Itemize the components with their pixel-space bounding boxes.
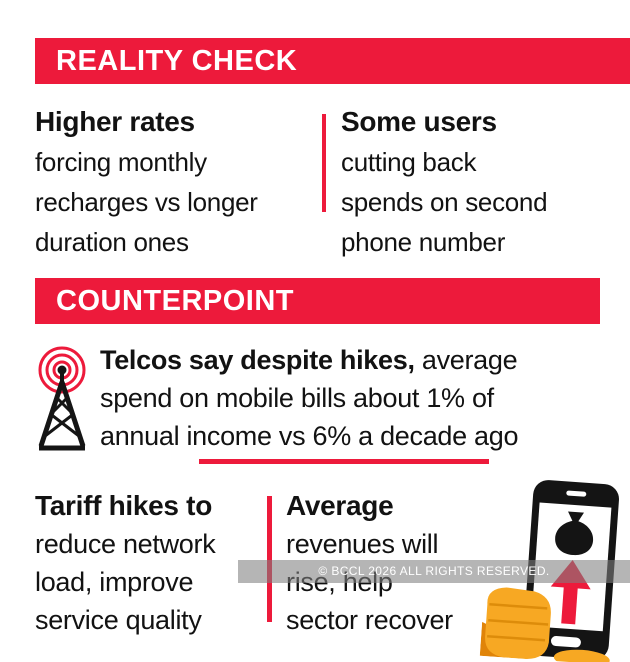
some-users-line: phone number [341, 227, 506, 257]
counterpoint-lead-rest: average [414, 345, 518, 375]
higher-rates-line: forcing monthly [35, 147, 207, 177]
counterpoint-line: annual income vs 6% a decade ago [100, 421, 519, 451]
red-underline [199, 459, 489, 464]
tariff-hikes-line: reduce network [35, 529, 216, 559]
tariff-hikes-block: Tariff hikes to reduce network load, imp… [35, 487, 271, 639]
vertical-divider [322, 114, 326, 212]
some-users-line: cutting back [341, 147, 477, 177]
tariff-hikes-heading: Tariff hikes to [35, 490, 213, 521]
some-users-line: spends on second [341, 187, 548, 217]
counterpoint-title: COUNTERPOINT [56, 285, 294, 317]
counterpoint-lead-bold: Telcos say despite hikes, [100, 345, 415, 375]
tariff-hikes-line: load, improve [35, 567, 194, 597]
higher-rates-heading: Higher rates [35, 106, 195, 137]
reality-check-title: REALITY CHECK [56, 45, 298, 77]
counterpoint-line: Telcos say despite hikes, average [100, 341, 610, 379]
copyright-watermark: © BCCL 2026 ALL RIGHTS RESERVED. [238, 560, 630, 583]
counterpoint-paragraph: Telcos say despite hikes, average spend … [100, 341, 610, 455]
reality-check-banner: REALITY CHECK [35, 38, 630, 84]
counterpoint-banner: COUNTERPOINT [35, 278, 600, 324]
average-revenues-line: sector recover [286, 605, 453, 635]
vertical-divider [267, 496, 272, 622]
radio-tower-icon [38, 346, 86, 451]
counterpoint-line: spend on mobile bills about 1% of [100, 383, 494, 413]
higher-rates-block: Higher rates forcing monthly recharges v… [35, 102, 323, 262]
some-users-block: Some users cutting back spends on second… [341, 102, 629, 262]
higher-rates-line: recharges vs longer [35, 187, 258, 217]
average-revenues-heading: Average [286, 490, 394, 521]
tariff-hikes-line: service quality [35, 605, 202, 635]
higher-rates-line: duration ones [35, 227, 189, 257]
some-users-heading: Some users [341, 106, 497, 137]
average-revenues-line: revenues will [286, 529, 439, 559]
radio-tower-icon [24, 336, 100, 459]
